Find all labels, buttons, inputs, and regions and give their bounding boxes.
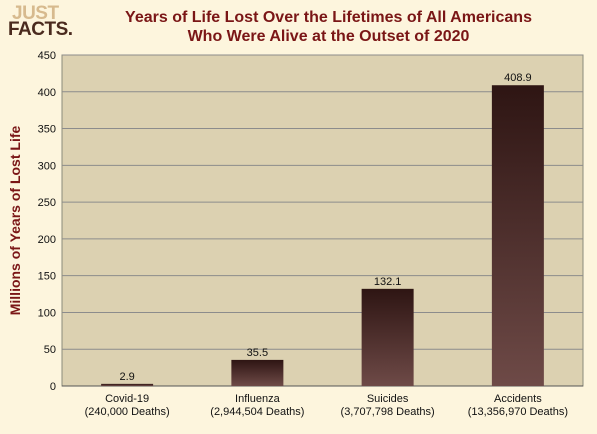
data-label: 2.9 (119, 371, 134, 383)
x-tick-sublabel: (2,944,504 Deaths) (210, 406, 304, 418)
y-tick-label: 200 (38, 234, 56, 246)
chart-subtitle: Who Were Alive at the Outset of 2020 (187, 28, 470, 45)
chart-title-block: Years of Life Lost Over the Lifetimes of… (60, 8, 597, 46)
x-tick-label: Accidents (494, 393, 542, 405)
x-axis: Covid-19(240,000 Deaths) Influenza(2,944,… (85, 393, 568, 418)
y-tick-label: 300 (38, 160, 56, 172)
y-tick-label: 350 (38, 124, 56, 136)
just-facts-logo: JUST FACTS. (8, 3, 73, 42)
data-label: 132.1 (374, 276, 402, 288)
x-tick-sublabel: (13,356,970 Deaths) (468, 406, 568, 418)
x-tick-label: Influenza (235, 393, 281, 405)
data-label: 408.9 (504, 72, 532, 84)
y-tick-label: 50 (44, 344, 56, 356)
bars: 2.9 35.5 132.1 408.9 (101, 72, 544, 387)
y-tick-label: 0 (50, 381, 56, 393)
chart-title: Years of Life Lost Over the Lifetimes of… (125, 9, 532, 26)
bar (491, 85, 544, 387)
y-tick-label: 450 (38, 50, 56, 62)
x-tick-label: Covid-19 (105, 393, 149, 405)
logo-line-1: JUST (12, 3, 59, 24)
bar (231, 359, 284, 386)
bar (361, 288, 414, 386)
data-label: 35.5 (247, 347, 268, 359)
y-tick-label: 400 (38, 87, 56, 99)
logo-line-2: FACTS. (8, 19, 73, 40)
x-tick-sublabel: (240,000 Deaths) (85, 406, 170, 418)
y-tick-label: 100 (38, 307, 56, 319)
x-tick-label: Suicides (367, 393, 409, 405)
x-tick-sublabel: (3,707,798 Deaths) (341, 406, 435, 418)
y-axis: 0 50 100 150 200 250 300 350 400 450 (38, 50, 56, 393)
y-tick-label: 150 (38, 271, 56, 283)
bar (101, 383, 154, 386)
y-axis-label: Millions of Years of Lost Life (7, 126, 23, 316)
y-tick-label: 250 (38, 197, 56, 209)
